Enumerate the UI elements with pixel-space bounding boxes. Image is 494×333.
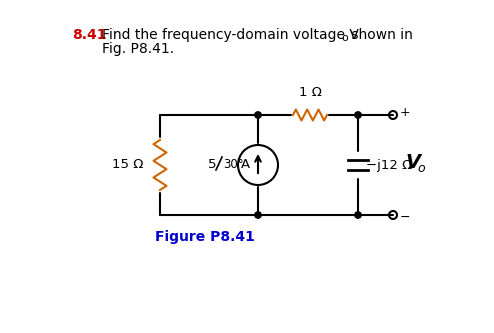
Text: 15 Ω: 15 Ω <box>112 159 143 171</box>
Text: 5: 5 <box>208 158 216 170</box>
Text: −: − <box>400 210 411 223</box>
Text: 8.41: 8.41 <box>72 28 107 42</box>
Text: o: o <box>341 33 348 43</box>
Text: +: + <box>400 107 411 120</box>
Text: 30°: 30° <box>223 158 244 170</box>
Circle shape <box>255 212 261 218</box>
Text: 1 Ω: 1 Ω <box>298 86 322 99</box>
Text: V: V <box>406 153 421 171</box>
Circle shape <box>255 112 261 118</box>
Text: Find the frequency-domain voltage V: Find the frequency-domain voltage V <box>102 28 359 42</box>
Text: −j12 Ω: −j12 Ω <box>366 159 412 171</box>
Text: Figure P8.41: Figure P8.41 <box>155 230 255 244</box>
Circle shape <box>355 112 361 118</box>
Text: Fig. P8.41.: Fig. P8.41. <box>102 42 174 56</box>
Circle shape <box>355 212 361 218</box>
Text: o: o <box>417 163 425 175</box>
Text: shown in: shown in <box>347 28 413 42</box>
Text: A: A <box>241 158 250 170</box>
